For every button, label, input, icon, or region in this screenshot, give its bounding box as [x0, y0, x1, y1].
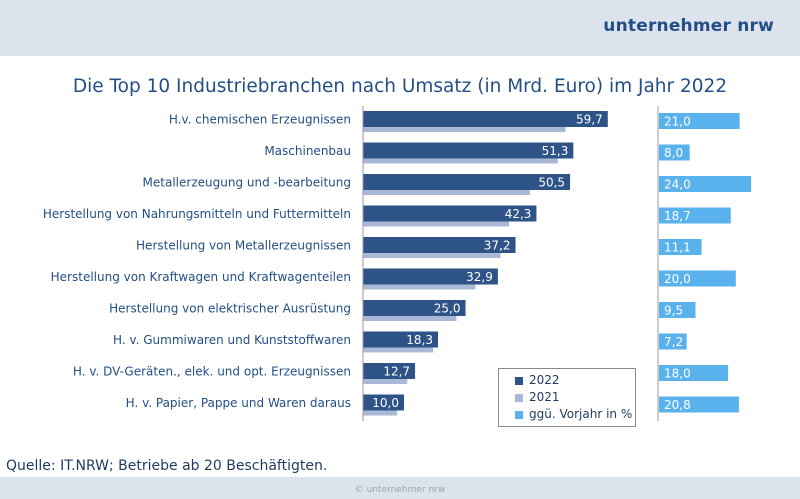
- bar-2022: [363, 142, 574, 159]
- category-label: Herstellung von Kraftwagen und Kraftwage…: [51, 270, 351, 284]
- legend-swatch-change: [515, 410, 523, 419]
- bar-2022: [363, 394, 404, 411]
- data-label-2022: 42,3: [505, 207, 532, 221]
- legend-item-2021: 2021: [515, 390, 560, 406]
- data-label-2022: 25,0: [434, 302, 461, 316]
- legend-label-change: ggü. Vorjahr in %: [529, 407, 633, 421]
- bar-change-pct: [659, 333, 687, 350]
- category-label: Herstellung von Nahrungsmitteln und Futt…: [43, 207, 351, 221]
- legend-swatch-2022: [515, 376, 523, 385]
- category-label: Metallerzeugung und -bearbeitung: [143, 176, 351, 190]
- data-label-2022: 32,9: [466, 270, 493, 284]
- bar-2021: [363, 343, 434, 353]
- bar-2021: [363, 249, 501, 258]
- header-band: [0, 0, 800, 56]
- data-label-2022: 50,5: [538, 176, 565, 190]
- bar-2022: [363, 237, 516, 253]
- bar-2022: [363, 111, 608, 127]
- bar-2021: [363, 406, 398, 416]
- data-label-2022: 51,3: [542, 144, 569, 158]
- bar-change-pct: [659, 365, 729, 381]
- chart-title: Die Top 10 Industriebranchen nach Umsatz…: [72, 76, 728, 97]
- bar-2022: [363, 331, 439, 348]
- category-label: Herstellung von Metallerzeugnissen: [136, 239, 351, 253]
- bar-change-pct: [659, 113, 740, 129]
- category-label: Herstellung von elektrischer Ausrüstung: [109, 302, 351, 316]
- bar-2021: [363, 375, 408, 384]
- copyright-text: © unternehmer nrw: [354, 485, 446, 495]
- bar-change-pct: [659, 302, 696, 318]
- data-label-change-pct: 18,7: [664, 209, 691, 223]
- footer-band: [0, 477, 800, 499]
- legend-swatch-2021: [515, 393, 523, 402]
- data-label-change-pct: 24,0: [664, 178, 691, 192]
- data-label-change-pct: 20,8: [664, 398, 691, 412]
- data-label-2022: 10,0: [372, 396, 399, 410]
- bar-2022: [363, 174, 571, 190]
- legend-label-2022: 2022: [529, 373, 560, 387]
- data-label-change-pct: 21,0: [664, 115, 691, 129]
- legend-item-change: ggü. Vorjahr in %: [515, 407, 632, 423]
- bar-2021: [363, 123, 566, 132]
- bar-2021: [363, 280, 476, 290]
- data-label-change-pct: 18,0: [664, 367, 691, 381]
- data-label-2022: 12,7: [383, 365, 410, 379]
- bar-2021: [363, 186, 530, 195]
- chart-legend: 2022 2021 ggü. Vorjahr in %: [498, 368, 636, 427]
- data-label-2022: 59,7: [576, 113, 603, 127]
- data-label-change-pct: 20,0: [664, 272, 691, 286]
- category-label: H. v. DV-Geräten., elek. und opt. Erzeug…: [73, 365, 351, 379]
- brand-logo: unternehmer nrw: [603, 16, 774, 36]
- category-label: H. v. Papier, Pappe und Waren daraus: [126, 396, 351, 410]
- legend-label-2021: 2021: [529, 390, 560, 404]
- data-label-change-pct: 11,1: [664, 241, 691, 255]
- bar-2021: [363, 217, 509, 227]
- data-label-change-pct: 8,0: [664, 146, 683, 160]
- bar-2021: [363, 154, 558, 164]
- data-label-change-pct: 7,2: [664, 335, 683, 349]
- bar-2021: [363, 312, 457, 321]
- bar-2022: [363, 300, 466, 316]
- bar-change-pct: [659, 207, 731, 224]
- legend-item-2022: 2022: [515, 373, 560, 389]
- category-label: H. v. Gummiwaren und Kunststoffwaren: [113, 333, 351, 347]
- category-label: H.v. chemischen Erzeugnissen: [169, 113, 351, 127]
- data-label-2022: 18,3: [406, 333, 433, 347]
- bar-change-pct: [659, 270, 736, 287]
- bar-2022: [363, 363, 416, 379]
- bar-2022: [363, 205, 537, 222]
- source-note: Quelle: IT.NRW; Betriebe ab 20 Beschäfti…: [6, 458, 328, 474]
- bar-change-pct: [659, 396, 739, 413]
- bar-change-pct: [659, 176, 752, 192]
- bar-change-pct: [659, 239, 702, 255]
- bar-change-pct: [659, 144, 690, 161]
- category-label: Maschinenbau: [264, 144, 351, 158]
- data-label-2022: 37,2: [484, 239, 511, 253]
- bar-2022: [363, 268, 498, 285]
- data-label-change-pct: 9,5: [664, 304, 683, 318]
